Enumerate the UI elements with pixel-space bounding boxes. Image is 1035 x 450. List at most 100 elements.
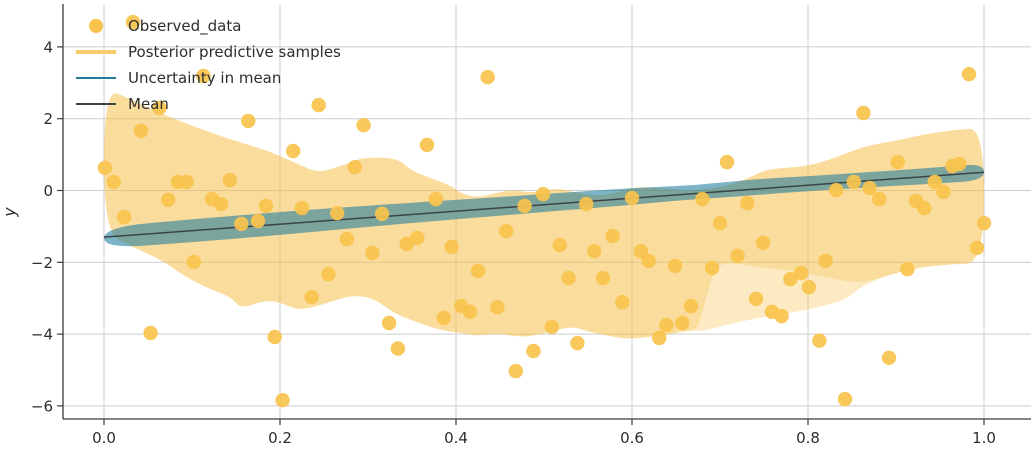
x-tick-label: 0.2 <box>268 429 292 447</box>
scatter-point <box>730 248 745 263</box>
scatter-point <box>579 196 594 212</box>
scatter-point <box>97 160 113 176</box>
scatter-point <box>561 270 576 286</box>
scatter-point <box>818 253 833 269</box>
scatter-point <box>801 279 817 295</box>
y-tick-label: −6 <box>31 397 53 415</box>
scatter-point <box>952 156 967 172</box>
x-tick-label: 0.0 <box>92 429 116 447</box>
scatter-point <box>444 239 459 255</box>
scatter-point <box>641 253 656 269</box>
scatter-point <box>356 118 371 133</box>
scatter-point <box>535 186 551 202</box>
scatter-point <box>793 265 809 281</box>
scatter-point <box>106 174 121 190</box>
scatter-point <box>605 228 620 244</box>
legend-item-posterior-predictive: Posterior predictive samples <box>76 39 341 65</box>
scatter-point <box>615 294 630 310</box>
scatter-point <box>837 391 853 407</box>
posterior-band-line-icon <box>76 50 116 54</box>
scatter-point <box>872 191 887 207</box>
scatter-point <box>683 298 699 314</box>
scatter-point <box>667 258 683 274</box>
scatter-point <box>499 223 514 239</box>
scatter-point <box>490 300 505 315</box>
scatter-point <box>179 174 194 190</box>
scatter-point <box>133 123 149 139</box>
scatter-point <box>304 289 319 305</box>
x-tick-label: 0.8 <box>796 429 820 447</box>
scatter-point <box>339 231 355 247</box>
legend-label: Mean <box>128 95 169 113</box>
scatter-point <box>704 260 720 276</box>
scatter-point <box>250 213 266 229</box>
scatter-points-layer <box>97 14 992 408</box>
y-tick-label: 2 <box>43 110 53 128</box>
scatter-point <box>436 310 451 326</box>
scatter-point <box>755 235 771 251</box>
scatter-point <box>881 350 897 365</box>
mean-line-icon <box>76 103 116 105</box>
scatter-point <box>719 154 735 170</box>
scatter-point <box>526 343 541 359</box>
scatter-point <box>624 190 640 206</box>
scatter-point <box>410 230 425 246</box>
scatter-point <box>740 195 755 211</box>
scatter-point <box>900 261 915 277</box>
legend-item-uncertainty: Uncertainty in mean <box>76 65 341 91</box>
scatter-point <box>890 154 905 170</box>
legend-item-mean: Mean <box>76 91 341 117</box>
legend-label: Posterior predictive samples <box>128 43 341 61</box>
scatter-point <box>552 237 567 253</box>
scatter-point <box>347 160 362 175</box>
legend-label: Observed_data <box>128 17 242 35</box>
scatter-point <box>976 216 992 231</box>
y-tick-label: −4 <box>31 326 53 344</box>
scatter-point <box>517 198 532 214</box>
y-axis-label: y <box>0 207 19 218</box>
band-layer <box>104 93 984 339</box>
y-tick-labels: 4 2 0 −2 −4 −6 <box>31 38 53 415</box>
scatter-point <box>917 200 932 216</box>
scatter-point <box>286 143 301 159</box>
scatter-point <box>856 105 871 121</box>
scatter-point <box>774 308 789 324</box>
scatter-point <box>570 335 585 351</box>
scatter-point <box>374 206 390 221</box>
scatter-point <box>152 100 167 116</box>
scatter-point <box>117 209 132 225</box>
scatter-point <box>812 333 827 348</box>
scatter-point <box>961 67 977 82</box>
scatter-point <box>365 245 380 261</box>
scatter-point <box>936 184 951 200</box>
scatter-point <box>186 254 201 270</box>
scatter-point <box>222 172 237 188</box>
x-tick-labels: 0.0 0.2 0.4 0.6 0.8 1.0 <box>92 429 996 447</box>
scatter-point <box>213 196 229 212</box>
scatter-point <box>846 174 861 190</box>
scatter-point <box>508 363 523 379</box>
scatter-point <box>587 244 602 259</box>
scatter-point <box>544 319 560 335</box>
scatter-point <box>294 200 310 216</box>
scatter-point <box>969 240 985 256</box>
scatter-point <box>161 192 176 207</box>
legend: Observed_data Posterior predictive sampl… <box>76 13 341 117</box>
x-tick-label: 1.0 <box>972 429 996 447</box>
legend-item-observed-data: Observed_data <box>76 13 341 39</box>
scatter-point <box>633 244 648 259</box>
y-tick-label: 0 <box>43 182 53 200</box>
scatter-point <box>330 205 345 221</box>
scatter-point <box>311 97 326 113</box>
scatter-point <box>712 216 728 231</box>
scatter-point <box>258 198 274 214</box>
scatter-point <box>321 266 336 282</box>
x-tick-label: 0.6 <box>620 429 644 447</box>
scatter-point <box>748 291 764 307</box>
scatter-point <box>595 270 611 286</box>
legend-label: Uncertainty in mean <box>128 69 282 87</box>
uncertainty-band-line-icon <box>76 76 116 80</box>
scatter-point <box>480 69 495 85</box>
scatter-point <box>234 216 249 232</box>
